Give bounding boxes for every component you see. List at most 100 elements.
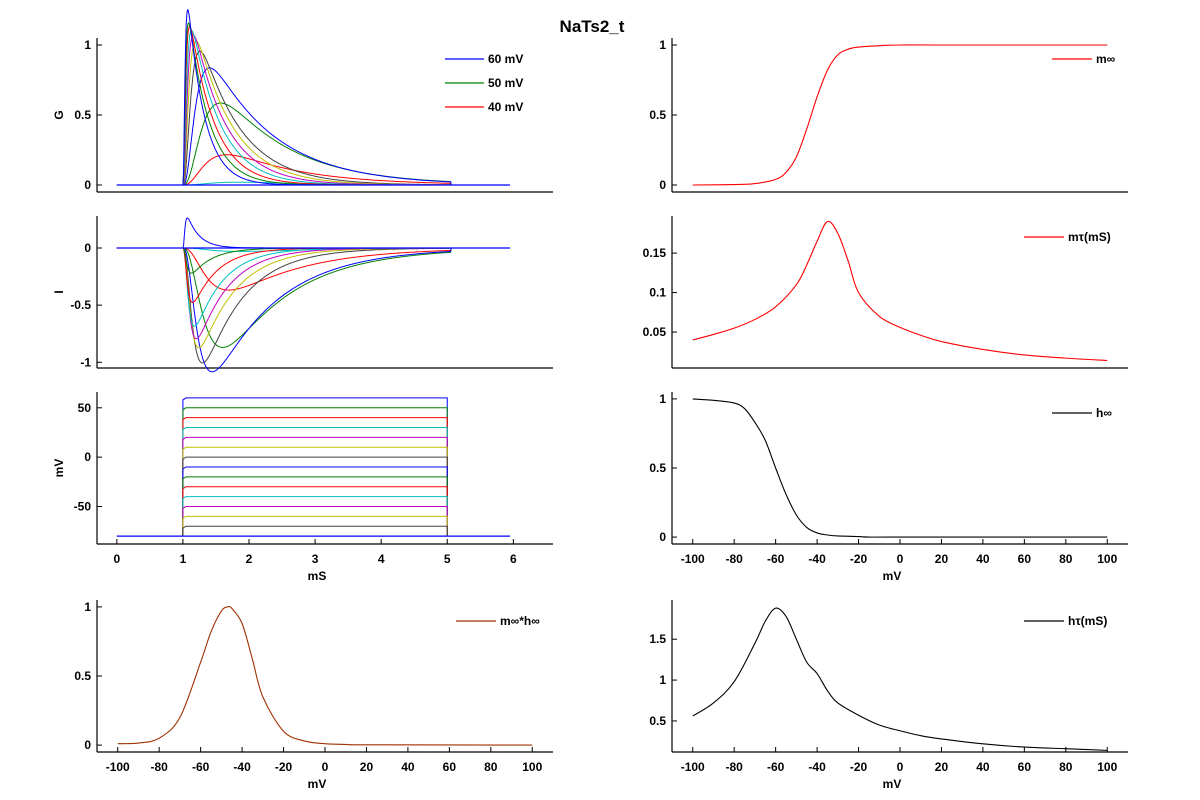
y-tick-label: -0.5 [70,298,91,312]
x-axis-label: mV [308,777,327,791]
step--30mv [182,486,448,537]
y-tick-label: 0.15 [643,246,667,260]
trace-30mv [116,29,510,186]
x-axis-label: mS [308,569,327,583]
x-tick-label: -60 [767,552,785,566]
legend-label: 40 mV [488,100,523,114]
x-tick-label: 20 [360,760,374,774]
y-tick-label: 1 [659,392,666,406]
x-tick-label: 100 [522,760,542,774]
x-tick-label: 40 [976,552,990,566]
x-tick-label: 0 [897,760,904,774]
curve-htau [692,607,1108,751]
panel-htau: 0.5 1 1.5 -100 -80 -60 -40 -20 0 20 40 60 80 100 mV hτ(… [649,600,1128,791]
x-tick-label: -80 [726,552,744,566]
legend-label: m∞*h∞ [500,614,540,628]
trace-50mv [116,22,510,186]
y-axis-label: G [52,110,66,119]
x-tick-label: -100 [681,760,705,774]
step--60mv [182,515,448,537]
trace-30mv [116,247,510,327]
y-axis-label: mV [52,459,66,478]
panel-minf_hinf: 0 0.5 1 -100 -80 -60 -40 -20 0 20 40 60 80 100 mV m∞*h∞ [74,600,553,791]
trace-60mv [116,217,510,249]
y-tick-label: 0 [84,178,91,192]
trace--20mv [116,247,510,349]
x-tick-label: 80 [1059,760,1073,774]
y-tick-label: 1 [659,673,666,687]
x-tick-label: 5 [444,552,451,566]
x-tick-label: -20 [850,760,868,774]
x-tick-label: 60 [1018,552,1032,566]
legend-label: mτ(mS) [1068,230,1111,244]
x-tick-label: 6 [510,552,517,566]
x-tick-label: -60 [767,760,785,774]
panel-V: -50 0 50 0 1 2 3 4 5 6 mS mV [52,392,553,583]
curve-hinf [692,398,1108,538]
x-tick-label: 80 [1059,552,1073,566]
x-tick-label: -60 [192,760,210,774]
trace-20mv [116,34,510,186]
y-tick-label: -1 [80,355,91,369]
legend-label: m∞ [1096,52,1115,66]
legend-label: 60 mV [488,52,523,66]
step-10mv [182,446,448,537]
curve-minf_hinf [117,605,533,746]
x-tick-label: 40 [976,760,990,774]
x-tick-label: -80 [726,760,744,774]
step--70mv [182,525,448,537]
panel-mtau: 0.05 0.1 0.15 mτ(mS) [643,216,1128,369]
y-tick-label: 0 [84,738,91,752]
x-tick-label: 20 [935,760,949,774]
x-tick-label: -80 [151,760,169,774]
x-tick-label: -20 [850,552,868,566]
x-tick-label: -40 [808,552,826,566]
x-tick-label: -100 [106,760,130,774]
panel-I: -1 -0.5 0 I [52,216,553,373]
y-tick-label: 0.5 [649,461,666,475]
y-tick-label: 0 [84,450,91,464]
y-tick-label: 0.05 [643,325,667,339]
trace--30mv [116,247,510,291]
legend-label: 50 mV [488,76,523,90]
x-tick-label: -40 [233,760,251,774]
y-tick-label: 1 [84,600,91,614]
y-tick-label: 0.1 [649,286,666,300]
figure-title: NaTs2_t [560,17,625,36]
y-axis-label: I [52,290,66,293]
step-30mv [182,427,448,537]
x-axis-label: mV [883,777,902,791]
trace--10mv [116,247,510,373]
trace-20mv [116,247,510,340]
x-tick-label: 0 [113,552,120,566]
x-tick-label: 2 [246,552,253,566]
x-tick-label: 4 [378,552,385,566]
y-tick-label: -50 [74,499,92,513]
panel-G: 0 0.5 1 G 60 mV 50 mV 40 mV [52,8,553,193]
y-tick-label: 1.5 [649,632,666,646]
x-tick-label: 0 [322,760,329,774]
x-tick-label: 100 [1097,760,1117,774]
x-tick-label: 60 [443,760,457,774]
x-tick-label: 0 [897,552,904,566]
y-tick-label: 50 [78,401,92,415]
x-tick-label: -100 [681,552,705,566]
x-tick-label: -20 [275,760,293,774]
y-tick-label: 0 [659,530,666,544]
step--50mv [182,505,448,537]
panel-minf: 0 0.5 1 m∞ [649,38,1128,193]
y-tick-label: 0 [659,178,666,192]
curve-mtau [692,220,1108,362]
y-tick-label: 0.5 [649,108,666,122]
x-tick-label: 60 [1018,760,1032,774]
y-tick-label: 0.5 [74,108,91,122]
trace--10mv [116,67,510,186]
x-tick-label: -40 [808,760,826,774]
trace-40mv [116,25,510,186]
y-tick-label: 0 [84,241,91,255]
x-tick-label: 20 [935,552,949,566]
x-tick-label: 80 [484,760,498,774]
x-tick-label: 40 [401,760,415,774]
